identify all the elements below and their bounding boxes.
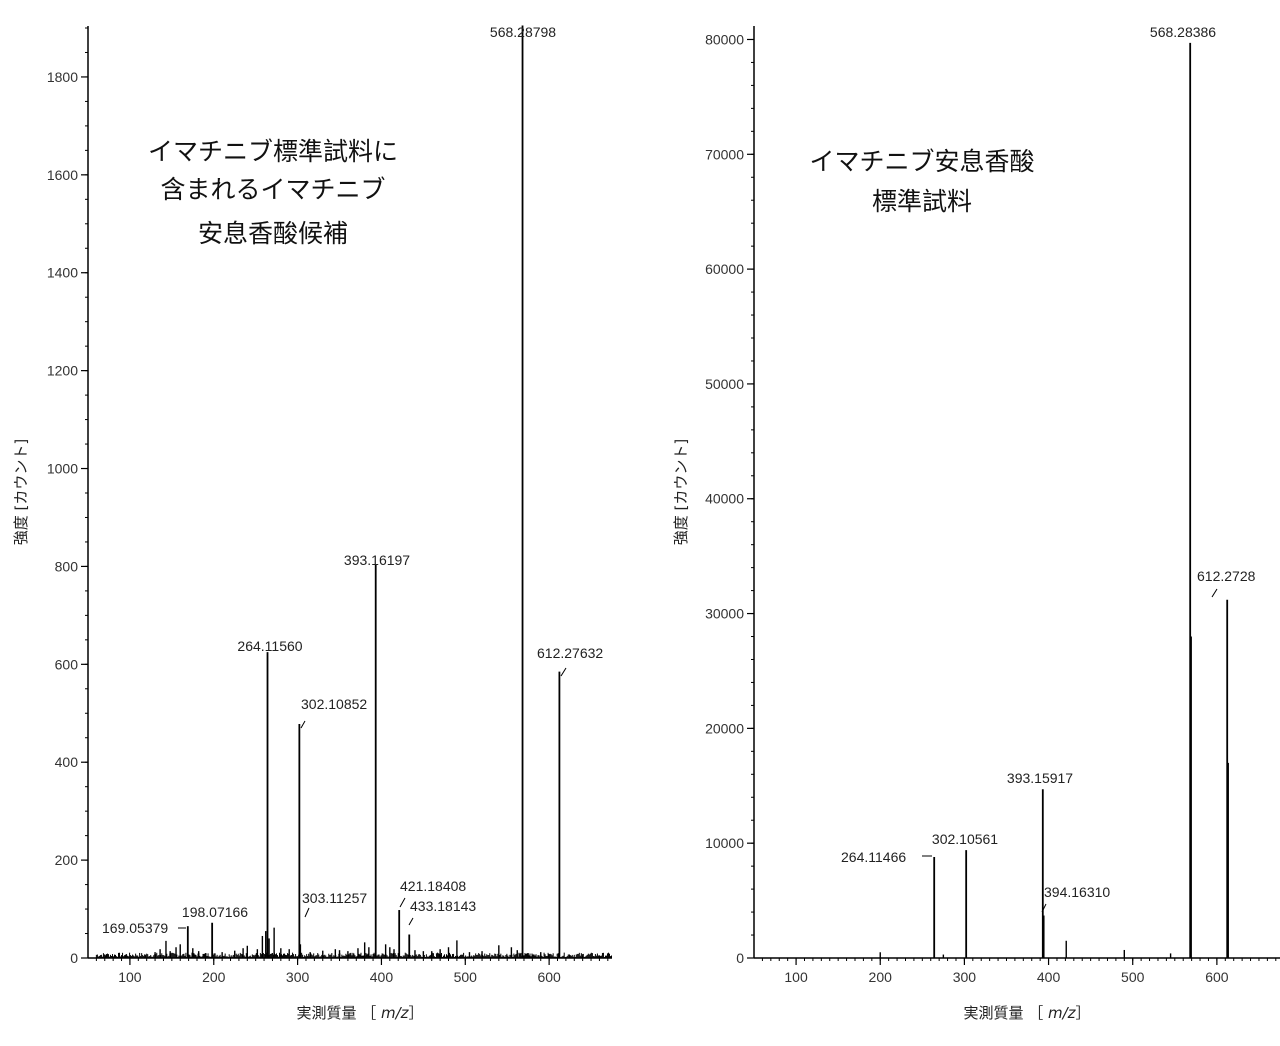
y-tick-label: 30000 — [705, 606, 744, 622]
y-axis-title: 強度 [カウント] — [12, 439, 30, 545]
y-tick-label: 10000 — [705, 835, 744, 851]
peak-label: 568.28798 — [490, 24, 556, 40]
x-tick-label: 200 — [869, 969, 893, 985]
y-axis-title: 強度 [カウント] — [672, 439, 690, 545]
x-tick-label: 600 — [1205, 969, 1229, 985]
y-tick-label: 1200 — [47, 363, 78, 379]
chart-annotation: イマチニブ標準試料に — [148, 137, 398, 166]
y-tick-label: 40000 — [705, 491, 744, 507]
peak-label: 302.10852 — [301, 696, 367, 712]
peak-label-leader — [560, 667, 567, 677]
peak-label-leader — [304, 907, 310, 918]
peak-label-leader — [1041, 903, 1047, 913]
peak-label: 302.10561 — [932, 831, 998, 847]
mass-spectrum-chart-right: 0 10000 20000 30000 40000 50000 60000 70000 8000… — [672, 24, 1280, 1022]
peak-label: 264.11466 — [841, 849, 906, 865]
x-tick-label: 200 — [202, 969, 226, 985]
y-tick-label: 80000 — [705, 31, 744, 47]
chart-annotation: 安息香酸候補 — [198, 219, 348, 248]
x-axis-title: 実測質量 ［ m/z］ — [296, 1004, 423, 1022]
x-tick-label: 100 — [118, 969, 142, 985]
baseline-noise — [95, 952, 612, 958]
x-tick-label: 500 — [1121, 969, 1145, 985]
peak-label: 303.11257 — [302, 890, 367, 906]
x-tick-label: 400 — [370, 969, 394, 985]
y-tick-label: 1800 — [47, 69, 78, 85]
peak-label: 169.05379 — [102, 920, 168, 936]
x-tick-label: 300 — [953, 969, 977, 985]
chart-annotation: 含まれるイマチニブ — [160, 175, 385, 204]
y-tick-label: 0 — [70, 950, 78, 966]
x-tick-label: 500 — [454, 969, 478, 985]
chart-annotation: 標準試料 — [872, 187, 972, 216]
y-tick-label: 0 — [736, 950, 744, 966]
peak-label: 568.28386 — [1150, 24, 1216, 40]
y-tick-label: 1000 — [47, 461, 78, 477]
mass-spectrum-chart-left: 0 200 400 600 800 1000 1200 1400 1600 1800 100 200 3… — [12, 24, 612, 1022]
peak-label: 264.11560 — [237, 638, 302, 654]
peak-label: 433.18143 — [410, 898, 476, 914]
peak-label-leader — [1211, 588, 1218, 598]
peak-label: 393.15917 — [1007, 770, 1073, 786]
y-tick-label: 60000 — [705, 261, 744, 277]
y-tick-label: 1400 — [47, 265, 78, 281]
y-tick-label: 70000 — [705, 146, 744, 162]
y-tick-label: 50000 — [705, 376, 744, 392]
x-tick-label: 600 — [537, 969, 561, 985]
x-tick-label: 400 — [1037, 969, 1061, 985]
y-tick-label: 400 — [55, 754, 79, 770]
y-tick-label: 800 — [55, 558, 79, 574]
x-axis-title: 実測質量 ［ m/z］ — [963, 1004, 1090, 1022]
peak-label: 421.18408 — [400, 878, 466, 894]
peak-label: 394.16310 — [1044, 884, 1110, 900]
y-tick-label: 200 — [55, 852, 79, 868]
peak-label-leader — [408, 917, 414, 926]
y-tick-label: 600 — [55, 656, 79, 672]
x-tick-label: 100 — [784, 969, 808, 985]
peak-label: 198.07166 — [182, 904, 248, 920]
y-tick-label: 1600 — [47, 167, 78, 183]
peak-label-leader — [300, 720, 306, 729]
peak-label: 612.27632 — [537, 645, 603, 661]
y-tick-label: 20000 — [705, 720, 744, 736]
peak-label-leader — [399, 897, 406, 908]
peak-label: 393.16197 — [344, 552, 410, 568]
peak-label: 612.2728 — [1197, 568, 1256, 584]
chart-annotation: イマチニブ安息香酸 — [809, 147, 1034, 176]
x-tick-label: 300 — [286, 969, 310, 985]
